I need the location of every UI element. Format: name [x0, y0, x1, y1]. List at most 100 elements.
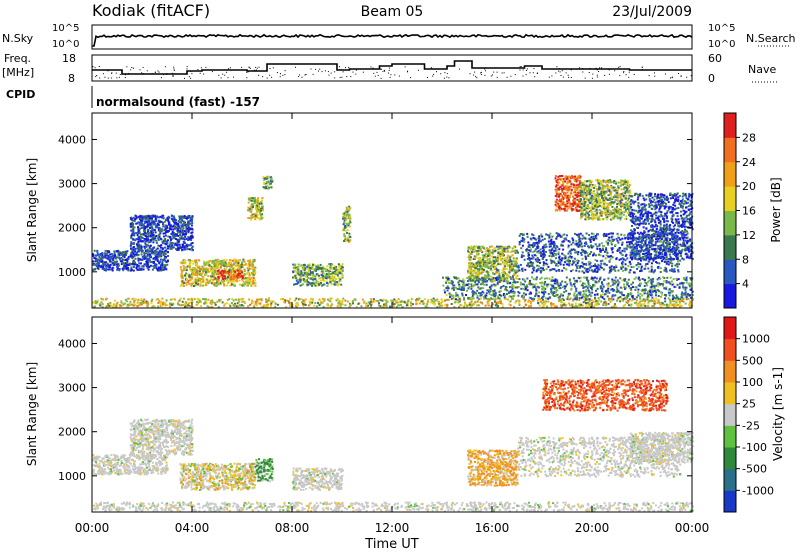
- range-gate-cell: [241, 304, 243, 307]
- range-gate-cell: [346, 208, 349, 211]
- range-gate-cell: [452, 294, 455, 297]
- range-gate-cell: [308, 263, 311, 266]
- range-gate-cell: [351, 302, 354, 305]
- range-gate-cell: [650, 279, 653, 282]
- range-gate-cell: [180, 262, 183, 265]
- nave-dot: [596, 74, 598, 76]
- range-gate-cell: [159, 220, 162, 223]
- range-gate-cell: [379, 305, 382, 308]
- range-gate-cell: [339, 272, 341, 275]
- range-gate-cell: [553, 306, 556, 308]
- range-gate-cell: [171, 233, 174, 235]
- range-gate-cell: [135, 266, 138, 269]
- range-gate-cell: [467, 278, 470, 281]
- range-gate-cell: [294, 276, 296, 279]
- range-gate-cell: [176, 226, 179, 229]
- range-gate-cell: [140, 268, 143, 271]
- range-gate-cell: [171, 298, 174, 301]
- range-gate-cell: [637, 284, 640, 287]
- range-gate-cell: [347, 224, 350, 227]
- range-gate-cell: [541, 302, 544, 305]
- range-gate-cell: [511, 281, 514, 284]
- nave-dot: [321, 71, 323, 73]
- range-gate-cell: [298, 268, 301, 271]
- range-gate-cell: [650, 293, 653, 296]
- range-gate-cell: [251, 301, 254, 304]
- range-gate-cell: [258, 202, 261, 205]
- range-gate-cell: [183, 215, 186, 217]
- range-gate-cell: [311, 301, 314, 304]
- range-gate-cell: [650, 299, 653, 302]
- range-gate-cell: [348, 232, 351, 235]
- nave-dot: [642, 69, 643, 71]
- range-gate-cell: [185, 228, 188, 231]
- range-gate-cell: [543, 283, 546, 286]
- range-gate-cell: [231, 259, 234, 262]
- range-gate-cell: [146, 258, 149, 260]
- range-gate-cell: [205, 302, 208, 305]
- range-gate-cell: [187, 230, 190, 233]
- nave-dot: [154, 71, 156, 73]
- range-gate-cell: [607, 282, 610, 285]
- range-gate-cell: [247, 209, 249, 212]
- range-gate-cell: [157, 238, 160, 241]
- range-gate-cell: [207, 268, 209, 271]
- range-gate-cell: [190, 276, 193, 279]
- range-gate-cell: [650, 285, 653, 288]
- range-gate-cell: [195, 282, 197, 285]
- range-gate-cell: [162, 303, 165, 306]
- range-gate-cell: [348, 305, 351, 308]
- range-gate-cell: [302, 283, 305, 286]
- range-gate-cell: [506, 261, 509, 264]
- range-gate-cell: [195, 301, 198, 303]
- range-gate-cell: [325, 277, 328, 280]
- range-gate-cell: [123, 302, 126, 305]
- range-gate-cell: [582, 301, 585, 304]
- range-gate-cell: [130, 255, 133, 258]
- range-gate-cell: [251, 203, 254, 206]
- range-gate-cell: [589, 291, 592, 294]
- range-gate-cell: [163, 240, 166, 243]
- range-gate-cell: [133, 300, 136, 302]
- range-gate-cell: [266, 305, 269, 308]
- range-gate-cell: [223, 262, 225, 265]
- range-gate-cell: [657, 298, 660, 301]
- range-gate-cell: [509, 300, 512, 303]
- range-gate-cell: [167, 229, 170, 232]
- range-gate-cell: [232, 264, 235, 266]
- range-gate-cell: [488, 254, 491, 257]
- range-gate-cell: [245, 284, 248, 287]
- range-gate-cell: [135, 215, 138, 218]
- range-gate-cell: [164, 257, 166, 259]
- range-gate-cell: [477, 281, 480, 284]
- range-gate-cell: [114, 299, 116, 302]
- range-gate-cell: [234, 273, 237, 276]
- nave-dot: [390, 74, 392, 76]
- range-gate-cell: [102, 267, 105, 270]
- range-gate-cell: [267, 175, 270, 178]
- range-gate-cell: [454, 277, 456, 280]
- range-gate-cell: [184, 266, 187, 269]
- range-gate-cell: [494, 298, 497, 301]
- range-gate-cell: [335, 299, 338, 302]
- range-gate-cell: [510, 291, 513, 293]
- range-gate-cell: [503, 259, 506, 262]
- range-gate-cell: [187, 226, 190, 229]
- range-gate-cell: [415, 299, 417, 302]
- range-gate-cell: [174, 225, 177, 228]
- range-gate-cell: [134, 257, 137, 260]
- range-gate-cell: [402, 301, 405, 303]
- range-gate-cell: [256, 204, 259, 207]
- nave-dot: [164, 66, 166, 68]
- range-gate-cell: [95, 302, 98, 304]
- range-gate-cell: [689, 288, 692, 291]
- range-gate-cell: [300, 270, 303, 273]
- nave-dot: [104, 76, 106, 78]
- range-gate-cell: [421, 300, 424, 303]
- range-gate-cell: [495, 264, 498, 267]
- range-gate-cell: [651, 280, 654, 283]
- range-gate-cell: [518, 278, 521, 281]
- range-gate-cell: [132, 238, 135, 241]
- range-gate-cell: [410, 304, 413, 307]
- nave-dot: [255, 66, 257, 68]
